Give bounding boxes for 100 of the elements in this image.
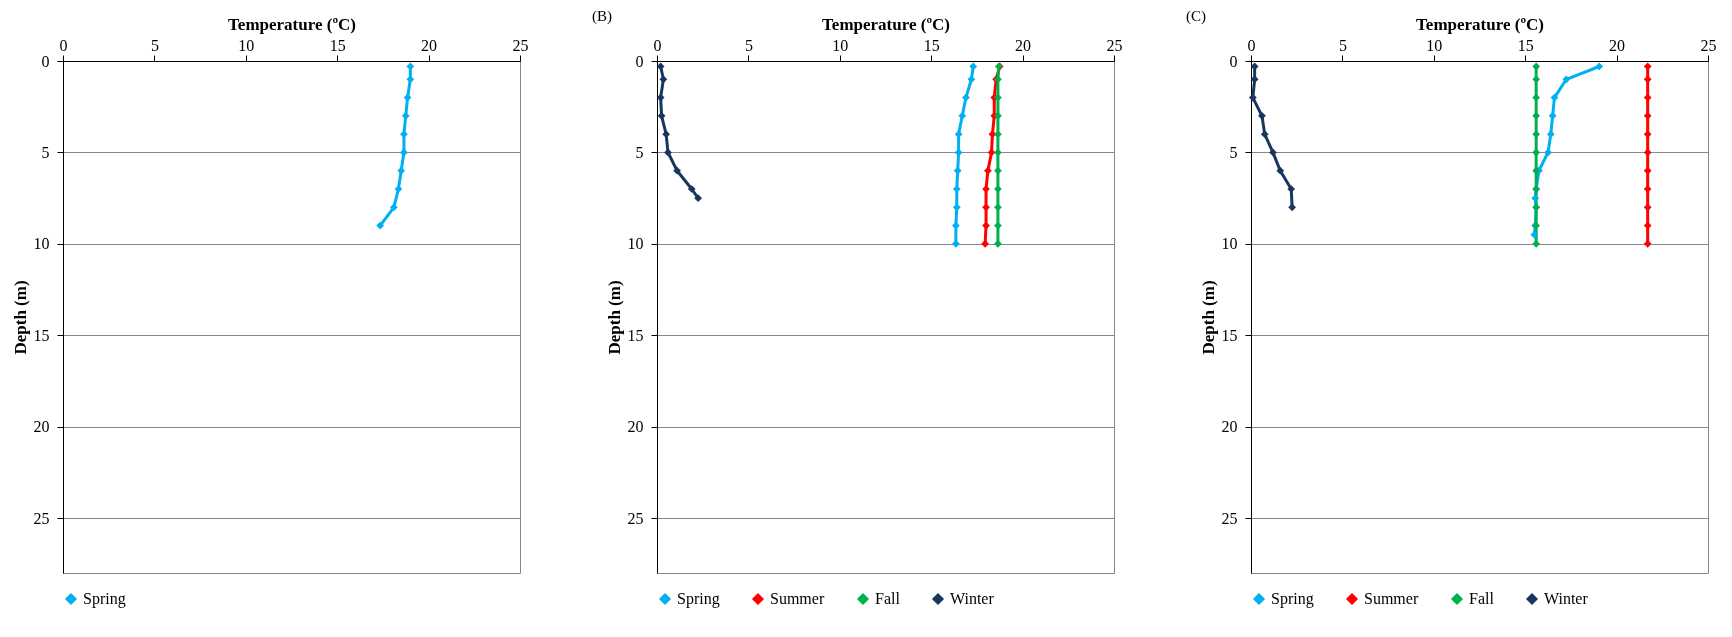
x-tick-label: 10 [238,36,255,54]
point [1530,230,1539,239]
x-tick-label: 15 [1517,36,1534,54]
x-tick-label: 5 [744,36,753,54]
legend-label: Summer [770,590,825,607]
x-tick-label: 10 [832,36,849,54]
point [406,75,415,84]
x-tick-label: 0 [1247,36,1256,54]
point [969,62,978,71]
y-axis-title: Depth (m) [1198,280,1218,355]
x-tick-label: 10 [1426,36,1443,54]
point [1643,221,1652,230]
point [1532,62,1541,71]
point [952,185,961,193]
legend-label: Winter [950,590,995,607]
point [673,166,681,175]
point [1276,166,1285,175]
legend-label: Spring [83,590,126,608]
x-tick-label: 15 [329,36,346,54]
point [656,93,665,102]
x-tick-label: 0 [653,36,662,54]
point [664,148,672,157]
point [962,93,970,102]
point [994,148,1002,157]
point [1287,185,1296,193]
x-tick-label: 25 [512,36,529,54]
point [1548,111,1557,120]
legend-label: Spring [1271,590,1314,608]
text: (C) [1186,8,1206,25]
point [1532,148,1541,157]
point [1532,75,1541,84]
point [1531,194,1540,203]
point [1544,148,1552,157]
point [403,93,412,102]
point [397,166,406,175]
legend-label: Fall [1469,590,1495,607]
point [687,185,696,193]
point [401,111,410,120]
y-tick-label: 15 [33,326,50,344]
point [994,221,1002,230]
point [390,203,398,212]
x-tick-label: 20 [1609,36,1626,54]
legend-label: Summer [1364,590,1419,607]
point [1562,75,1571,84]
y-tick-label: 10 [1221,235,1238,253]
y-tick-label: 5 [1229,143,1238,161]
point [988,130,997,139]
point [984,166,992,175]
point [1288,203,1296,212]
y-tick-label: 20 [1221,418,1238,436]
y-axis-title: Depth (m) [604,280,624,355]
y-tick-label: 0 [41,52,50,70]
point [982,221,990,230]
point [1269,148,1277,157]
y-tick-label: 5 [41,143,50,161]
point [1258,111,1266,120]
y-tick-label: 20 [627,418,644,436]
x-tick-label: 25 [1700,36,1717,54]
point [659,75,668,84]
legend-label: Spring [677,590,720,608]
point [967,75,976,84]
x-axis-title: Temperature (ºC) [1416,14,1544,34]
x-tick-label: 25 [1106,36,1123,54]
x-tick-label: 5 [1338,36,1347,54]
point [394,185,403,193]
y-tick-label: 10 [627,235,644,253]
point [1546,130,1555,139]
y-tick-label: 5 [635,143,644,161]
point [1643,185,1652,193]
point [1250,75,1259,84]
x-axis-title: Temperature (ºC) [822,14,950,34]
legend-label: Winter [1544,590,1589,607]
point [376,221,385,230]
point [1260,130,1269,139]
point [656,62,665,71]
point [1595,62,1604,71]
point [953,166,962,175]
y-tick-label: 10 [33,235,50,253]
point [994,93,1002,102]
x-tick-label: 20 [421,36,438,54]
point [994,203,1002,212]
y-tick-label: 0 [635,52,644,70]
point [1643,75,1652,84]
x-tick-label: 15 [923,36,940,54]
point [694,194,702,203]
point [994,166,1002,175]
x-axis-title: Temperature (ºC) [228,14,356,34]
x-tick-label: 5 [150,36,159,54]
point [1643,62,1652,71]
y-tick-label: 15 [1221,326,1238,344]
legend-label: Fall [875,590,901,607]
point [1532,93,1541,102]
text: (B) [592,8,612,25]
x-tick-label: 0 [59,36,68,54]
y-tick-label: 0 [1229,52,1238,70]
point [406,62,415,71]
x-tick-label: 20 [1015,36,1032,54]
y-tick-label: 25 [1221,509,1238,527]
y-tick-label: 25 [33,509,50,527]
y-tick-label: 20 [33,418,50,436]
